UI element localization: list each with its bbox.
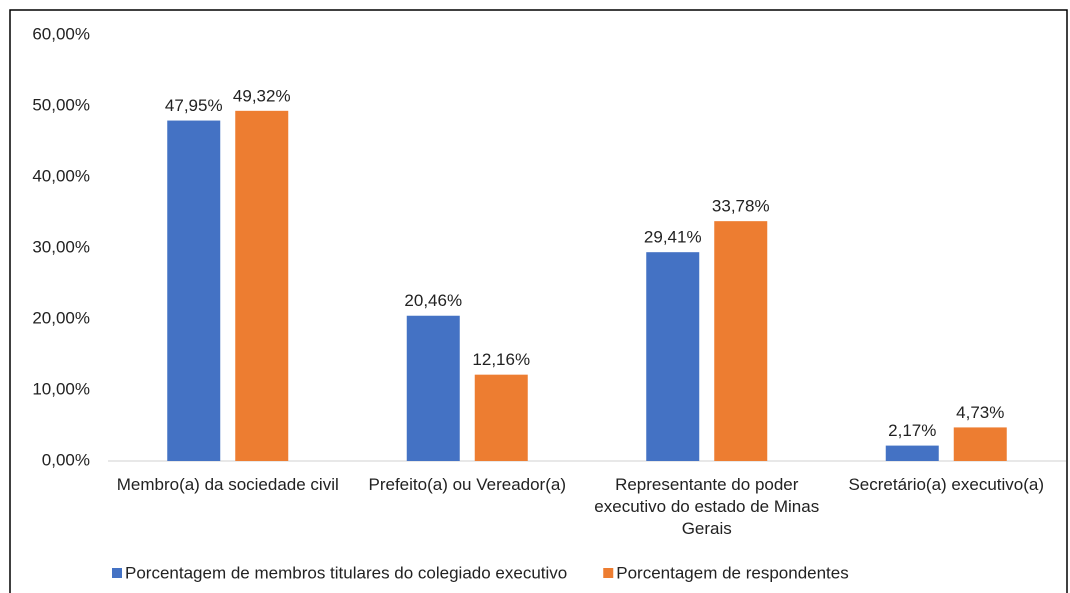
frame <box>9 9 1068 593</box>
x-tick-label: Prefeito(a) ou Vereador(a) <box>368 475 567 494</box>
value-label: 4,73% <box>956 403 1004 422</box>
y-tick-label: 20,00% <box>32 308 90 327</box>
value-label: 2,17% <box>888 421 936 440</box>
bar <box>646 252 700 461</box>
y-tick-label: 0,00% <box>42 450 90 469</box>
y-tick-label: 60,00% <box>32 24 90 43</box>
legend-label: Porcentagem de membros titulares do cole… <box>125 563 567 582</box>
value-label: 20,46% <box>404 291 462 310</box>
bar <box>953 427 1007 461</box>
legend-label: Porcentagem de respondentes <box>616 563 849 582</box>
y-tick-label: 30,00% <box>32 237 90 256</box>
bar <box>474 374 528 461</box>
bar <box>714 221 768 461</box>
y-tick-label: 50,00% <box>32 95 90 114</box>
value-label: 12,16% <box>472 350 530 369</box>
legend-swatch <box>603 568 614 578</box>
value-label: 49,32% <box>233 86 291 105</box>
bar <box>885 445 939 461</box>
y-tick-label: 40,00% <box>32 166 90 185</box>
legend-swatch <box>112 568 122 578</box>
x-tick-label: Membro(a) da sociedade civil <box>116 475 339 494</box>
value-label: 29,41% <box>644 228 702 247</box>
x-tick-label: Representante do poder executivo do esta… <box>594 475 820 538</box>
bar <box>235 110 289 461</box>
x-tick-label: Secretário(a) executivo(a) <box>848 475 1045 494</box>
y-tick-label: 10,00% <box>32 379 90 398</box>
bar <box>406 315 460 461</box>
value-label: 47,95% <box>165 96 223 115</box>
bar <box>167 120 221 462</box>
value-label: 33,78% <box>712 197 770 216</box>
